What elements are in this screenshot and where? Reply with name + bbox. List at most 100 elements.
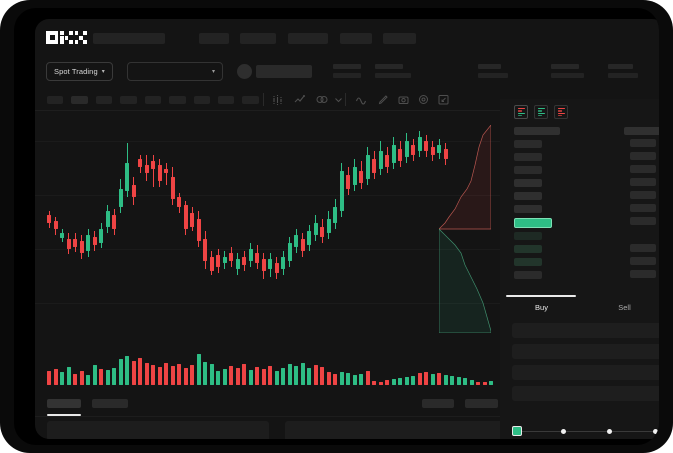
candle bbox=[346, 111, 350, 333]
candle-body bbox=[138, 159, 142, 167]
candle-body bbox=[339, 171, 344, 211]
toolbar-separator-2 bbox=[345, 93, 346, 106]
ob-mode-both[interactable] bbox=[514, 105, 528, 119]
candle-body bbox=[281, 257, 285, 269]
bottom-right-tab-2[interactable] bbox=[465, 399, 498, 408]
ob-row-bid-3[interactable] bbox=[514, 258, 542, 266]
candle bbox=[281, 111, 285, 333]
ob-row-ask-6[interactable] bbox=[514, 205, 542, 213]
tool-btn-1[interactable] bbox=[47, 96, 63, 104]
ob-row-bid-2[interactable] bbox=[514, 245, 542, 253]
ob-mode-asks[interactable] bbox=[554, 105, 568, 119]
okx-logo-icon[interactable] bbox=[46, 30, 87, 45]
tool-btn-6[interactable] bbox=[169, 96, 186, 104]
ob-row-ask-5-v[interactable] bbox=[630, 191, 656, 199]
ob-row-ask-6-v[interactable] bbox=[630, 204, 656, 212]
tab-buy[interactable]: Buy bbox=[535, 303, 548, 312]
stat-1 bbox=[333, 64, 361, 78]
tab-sell[interactable]: Sell bbox=[618, 303, 631, 312]
ob-field-1[interactable] bbox=[512, 323, 659, 338]
ob-row-ask-3-v[interactable] bbox=[630, 165, 656, 173]
candle bbox=[53, 111, 58, 333]
stat-5 bbox=[608, 64, 638, 78]
ob-row-ask-1[interactable] bbox=[514, 140, 542, 148]
tool-btn-8[interactable] bbox=[218, 96, 234, 104]
candle bbox=[300, 111, 305, 333]
ob-mode-bids[interactable] bbox=[534, 105, 548, 119]
chart-area[interactable] bbox=[35, 111, 659, 333]
stepper-dot-3[interactable] bbox=[652, 428, 658, 434]
ob-row-bid-4-v[interactable] bbox=[630, 270, 656, 278]
candle bbox=[333, 111, 337, 333]
nav-item-1[interactable] bbox=[199, 33, 229, 44]
amount-stepper[interactable] bbox=[512, 425, 659, 437]
depth-chart-svg bbox=[439, 125, 491, 333]
ob-header-right[interactable] bbox=[624, 127, 659, 135]
mode-bar-mid bbox=[517, 110, 523, 112]
bottom-tab-2[interactable] bbox=[92, 399, 128, 408]
candle-body bbox=[346, 175, 350, 189]
volume-bar bbox=[79, 371, 84, 385]
volume-bar bbox=[372, 381, 376, 385]
tool-btn-9[interactable] bbox=[242, 96, 259, 104]
tool-btn-5[interactable] bbox=[145, 96, 161, 104]
pencil-icon[interactable] bbox=[377, 93, 390, 106]
ob-row-ask-2[interactable] bbox=[514, 153, 542, 161]
ob-row-ask-1-v[interactable] bbox=[630, 139, 656, 147]
volume-bar bbox=[248, 370, 253, 385]
tool-btn-2[interactable] bbox=[71, 96, 88, 104]
fullscreen-icon[interactable] bbox=[437, 93, 450, 106]
candle-body bbox=[313, 223, 318, 235]
ob-field-2[interactable] bbox=[512, 344, 659, 359]
mode-bar-bot2 bbox=[537, 114, 542, 116]
ob-field-4[interactable] bbox=[512, 386, 659, 401]
settings-gear-icon[interactable] bbox=[417, 93, 430, 106]
bottom-right-tab-1[interactable] bbox=[422, 399, 454, 408]
stepper-handle[interactable] bbox=[512, 426, 522, 436]
ob-field-3[interactable] bbox=[512, 365, 659, 380]
ob-row-sel-v[interactable] bbox=[630, 217, 656, 225]
nav-item-5[interactable] bbox=[383, 33, 416, 44]
stat-value bbox=[333, 73, 361, 78]
pair-select-dropdown[interactable]: ▾ bbox=[127, 62, 223, 81]
candle bbox=[216, 111, 220, 333]
compare-icon[interactable] bbox=[315, 93, 328, 106]
ob-row-ask-5[interactable] bbox=[514, 192, 542, 200]
line-chart-icon[interactable] bbox=[355, 93, 368, 106]
tool-btn-4[interactable] bbox=[120, 96, 137, 104]
ob-row-bid-2-v[interactable] bbox=[630, 244, 656, 252]
ob-row-selected[interactable] bbox=[514, 218, 552, 228]
indicator-icon[interactable] bbox=[293, 93, 306, 106]
ob-row-bid-1[interactable] bbox=[514, 232, 542, 240]
volume-chart[interactable] bbox=[35, 333, 500, 393]
nav-item-3[interactable] bbox=[288, 33, 328, 44]
tool-btn-3[interactable] bbox=[96, 96, 112, 104]
candle bbox=[125, 111, 129, 333]
ob-row-bid-3-v[interactable] bbox=[630, 257, 656, 265]
camera-icon[interactable] bbox=[397, 93, 410, 106]
ob-row-ask-4[interactable] bbox=[514, 179, 542, 187]
candle-body bbox=[255, 253, 259, 263]
bottom-tab-1[interactable] bbox=[47, 399, 81, 408]
stepper-dot-2[interactable] bbox=[606, 428, 612, 434]
ob-row-bid-4[interactable] bbox=[514, 271, 542, 279]
ob-row-ask-3[interactable] bbox=[514, 166, 542, 174]
stepper-dot-1[interactable] bbox=[560, 428, 566, 434]
ob-row-ask-2-v[interactable] bbox=[630, 152, 656, 160]
spot-trading-dropdown[interactable]: Spot Trading ▾ bbox=[46, 62, 113, 81]
chevron-down-icon[interactable] bbox=[332, 93, 345, 106]
nav-item-2[interactable] bbox=[240, 33, 276, 44]
stat-value bbox=[608, 73, 638, 78]
candlestick-chart-icon[interactable] bbox=[271, 93, 284, 106]
nav-search-field[interactable] bbox=[93, 33, 165, 44]
candle bbox=[190, 111, 194, 333]
candlestick-chart[interactable] bbox=[35, 111, 659, 333]
nav-item-4[interactable] bbox=[340, 33, 372, 44]
ob-header-left[interactable] bbox=[514, 127, 560, 135]
candle bbox=[86, 111, 90, 333]
ob-row-ask-4-v[interactable] bbox=[630, 178, 656, 186]
tool-btn-7[interactable] bbox=[194, 96, 210, 104]
volume-bar bbox=[196, 354, 201, 385]
volume-bar bbox=[365, 371, 370, 385]
candle bbox=[196, 111, 201, 333]
